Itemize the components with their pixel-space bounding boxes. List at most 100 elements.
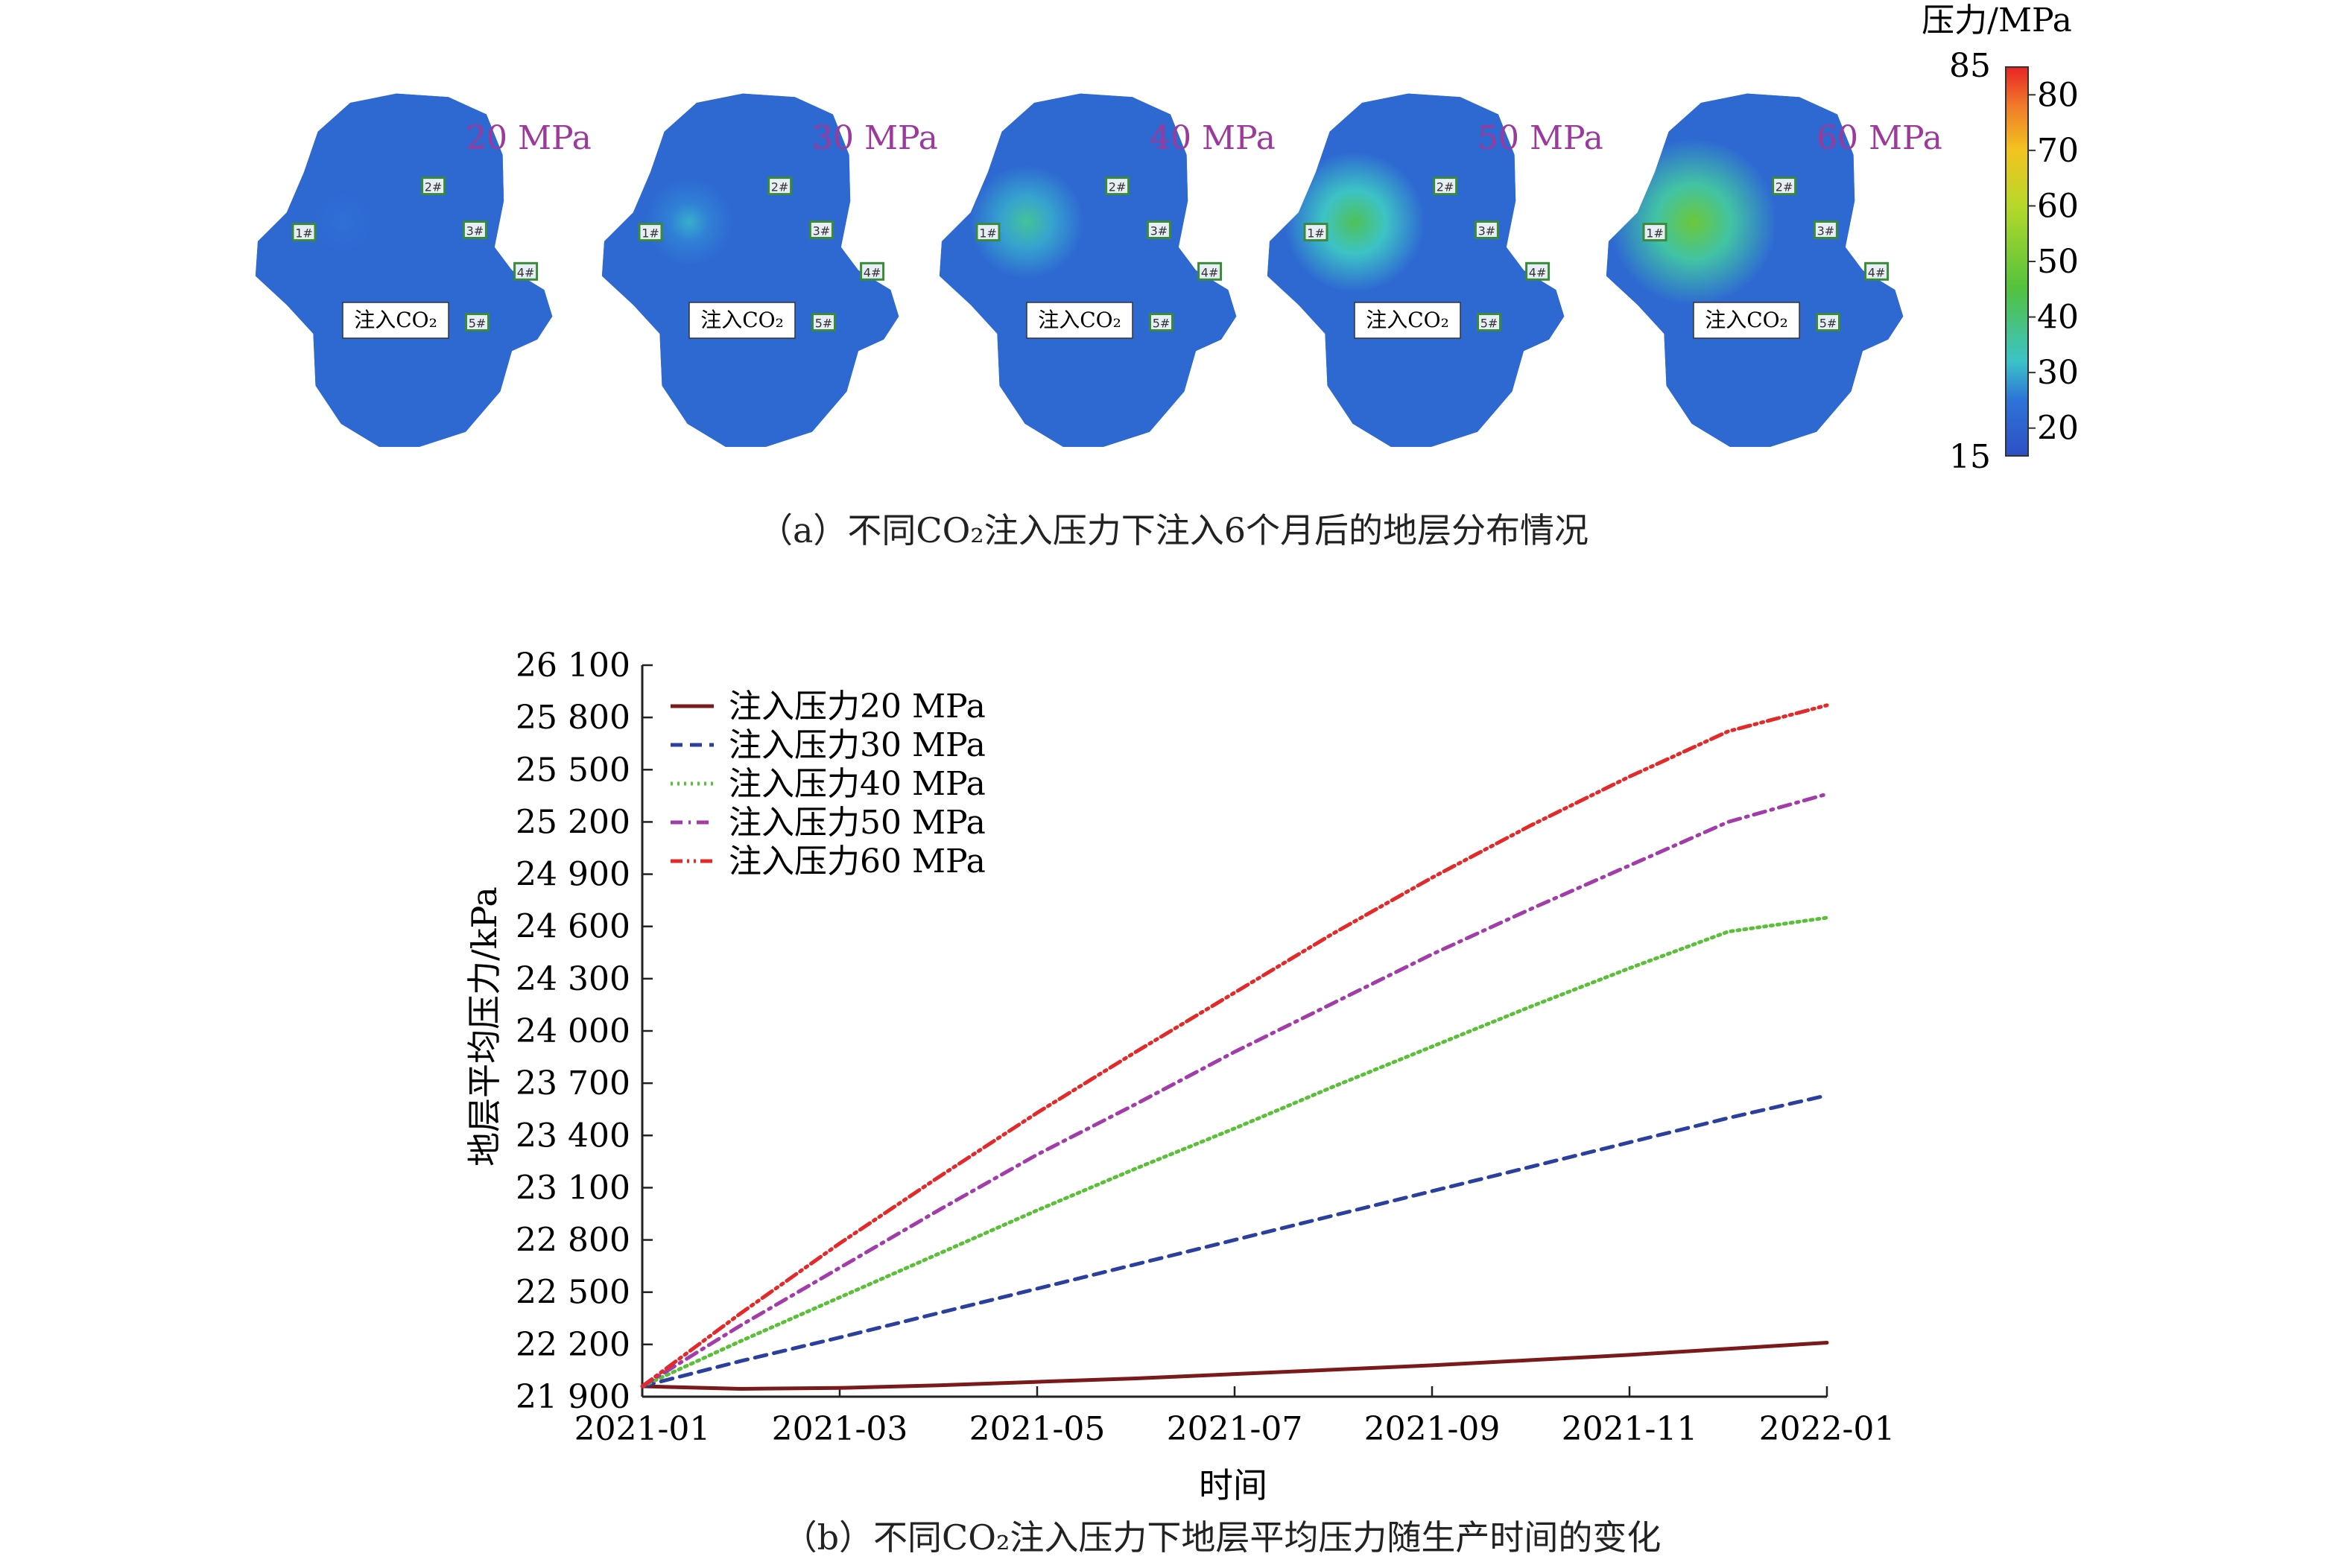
pressure-map-3: 1# 2# 3# 4# 5# 注入CO₂ 40 MPa [939,93,1276,447]
pressure-map-4: 1# 2# 3# 4# 5# 注入CO₂ 50 MPa [1267,93,1603,447]
colorbar-bar [2005,66,2029,457]
series-line-2 [640,1094,1829,1388]
well-label: 3# [813,224,831,238]
well-marker [811,313,836,331]
well-marker [1197,261,1223,281]
colorbar-tick-label: 40 [2037,299,2079,337]
well-label: 2# [425,180,443,194]
pressure-plume [1606,93,1904,447]
well-label: 2# [1109,180,1127,194]
injection-box [1354,302,1461,339]
series-line-5 [640,703,1829,1388]
colorbar-max-label: 85 [1949,47,1991,85]
injection-label: 注入CO₂ [354,308,437,332]
well-marker [1772,177,1797,196]
y-tick-label: 26 100 [516,647,630,685]
pressure-plume [601,93,899,447]
x-axis-label: 时间 [1199,1465,1267,1505]
map-pressure-label: 50 MPa [1477,119,1603,157]
legend-entry: 注入压力40 MPa [729,765,986,803]
pressure-map-2: 1# 2# 3# 4# 5# 注入CO₂ 30 MPa [601,93,938,447]
well-label: 1# [1307,226,1325,241]
y-tick-label: 21 900 [516,1378,630,1416]
well-marker [975,223,1001,242]
well-label: 3# [1817,224,1835,238]
panel-b-caption: （b）不同CO₂注入压力下地层平均压力随生产时间的变化 [783,1517,1662,1558]
x-tick-label: 2022-01 [1759,1410,1895,1448]
well-label: 3# [466,224,484,238]
colorbar-title: 压力/MPa [1922,1,2072,39]
well-marker [1474,220,1499,239]
well-label: 3# [1150,224,1168,238]
well-label: 1# [295,226,313,241]
y-tick-label: 22 800 [516,1222,630,1260]
x-tick-label: 2021-09 [1364,1410,1501,1448]
well-label: 1# [1646,226,1664,241]
well-marker [808,220,834,239]
well-label: 5# [1480,317,1498,331]
well-label: 2# [1437,180,1454,194]
well-marker [513,261,539,281]
well-marker [1813,220,1838,239]
well-marker [1642,223,1667,242]
legend-entry: 注入压力30 MPa [729,726,986,764]
colorbar-ticks: 20 30 40 50 60 70 80 [2028,76,2079,448]
y-tick-label: 23 700 [516,1064,630,1102]
legend-entry: 注入压力60 MPa [729,842,986,880]
colorbar: 压力/MPa 85 15 20 30 40 50 60 70 80 [1922,1,2079,476]
well-label: 5# [815,317,833,331]
colorbar-tick-label: 50 [2037,243,2079,281]
injection-label: 注入CO₂ [1366,308,1449,332]
well-label: 2# [1776,180,1793,194]
y-tick-label: 25 500 [516,751,630,789]
map-pressure-label: 40 MPa [1150,119,1276,157]
well-label: 1# [979,226,997,241]
well-marker [1525,261,1551,281]
well-label: 2# [771,180,789,194]
y-tick-label: 23 400 [516,1117,630,1155]
x-tick-label: 2021-05 [969,1410,1106,1448]
well-marker [462,220,487,239]
map-pressure-label: 30 MPa [812,119,938,157]
x-tick-label: 2021-07 [1167,1410,1303,1448]
well-label: 1# [642,226,659,241]
colorbar-tick-label: 80 [2037,76,2079,114]
y-tick-label: 24 300 [516,960,630,998]
well-marker [860,261,885,281]
pressure-map-1: 1# 2# 3# 4# 5# 注入CO₂ 20 MPa [255,93,592,447]
panel-a-pressure-maps: 1# 2# 3# 4# 5# 注入CO₂ 20 MPa 1# 2# 3# 4# 5# 注入CO₂ 30 M… [255,93,1942,447]
map-pressure-label: 60 MPa [1817,119,1942,157]
well-marker [1864,261,1890,281]
y-axis-label: 地层平均压力/kPa [464,886,504,1167]
y-tick-label: 22 200 [516,1326,630,1364]
y-tick-label: 23 100 [516,1169,630,1207]
well-marker [1816,313,1840,331]
well-marker [465,313,490,331]
well-label: 4# [517,265,535,279]
injection-label: 注入CO₂ [1705,308,1788,332]
series-line-4 [640,792,1829,1388]
legend-entry: 注入压力20 MPa [729,688,986,726]
panel-a-caption: （a）不同CO₂注入压力下注入6个月后的地层分布情况 [758,510,1589,550]
colorbar-tick-label: 20 [2037,410,2079,448]
injection-label: 注入CO₂ [1038,308,1121,332]
injection-box [1026,302,1133,339]
well-marker [1105,177,1130,196]
well-marker [1433,177,1458,196]
well-label: 5# [1819,317,1837,331]
y-tick-label: 25 800 [516,699,630,737]
well-label: 5# [1153,317,1171,331]
pressure-plume [255,93,553,447]
pressure-map-5: 1# 2# 3# 4# 5# 注入CO₂ 60 MPa [1606,93,1942,447]
well-label: 4# [1868,265,1886,279]
x-tick-label: 2021-03 [772,1410,908,1448]
well-marker [1149,313,1174,331]
well-marker [1303,223,1328,242]
well-marker [1146,220,1171,239]
y-tick-label: 24 600 [516,908,630,946]
panel-b-line-chart: 21 900 22 200 22 500 22 800 23 100 23 400 23 7… [464,647,1895,1505]
well-label: 4# [864,265,881,279]
legend-entry: 注入压力50 MPa [729,804,986,842]
series-lines [640,703,1829,1391]
